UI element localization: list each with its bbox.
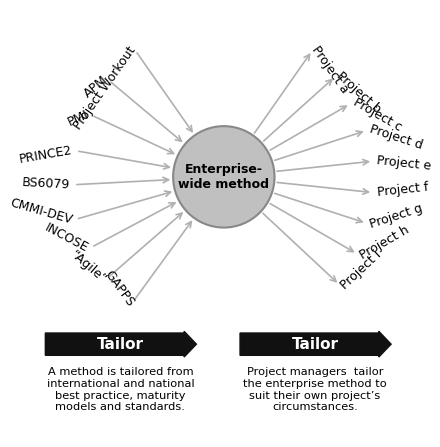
Text: Project managers  tailor
the enterprise method to
suit their own project’s
circu: Project managers tailor the enterprise m… — [243, 367, 387, 412]
Text: Project e: Project e — [377, 154, 432, 173]
Text: APM: APM — [81, 73, 110, 100]
Text: INCOSE: INCOSE — [43, 221, 91, 255]
Text: Project b: Project b — [334, 69, 383, 115]
Text: Project c: Project c — [351, 96, 403, 135]
Circle shape — [173, 126, 275, 228]
Text: PMI: PMI — [65, 108, 91, 129]
Text: Enterprise-
wide method: Enterprise- wide method — [178, 163, 269, 191]
Text: Project i: Project i — [338, 249, 384, 292]
Text: BS6079: BS6079 — [22, 176, 70, 191]
Text: CMMI-DEV: CMMI-DEV — [8, 197, 73, 227]
Text: Project h: Project h — [358, 223, 411, 261]
Text: PRINCE2: PRINCE2 — [18, 143, 73, 166]
Text: Project Workout: Project Workout — [71, 43, 139, 131]
Text: Tailor: Tailor — [292, 337, 339, 352]
Text: Project a: Project a — [309, 43, 351, 96]
Text: “Agile”: “Agile” — [68, 248, 109, 286]
Text: Project f: Project f — [377, 181, 429, 199]
FancyArrow shape — [45, 331, 196, 357]
Text: Project g: Project g — [368, 201, 425, 231]
Text: Tailor: Tailor — [97, 337, 144, 352]
Text: Project d: Project d — [368, 123, 425, 152]
FancyArrow shape — [240, 331, 391, 357]
Text: GAPPS: GAPPS — [101, 268, 136, 308]
Text: A method is tailored from
international and national
best practice, maturity
mod: A method is tailored from international … — [47, 367, 194, 412]
